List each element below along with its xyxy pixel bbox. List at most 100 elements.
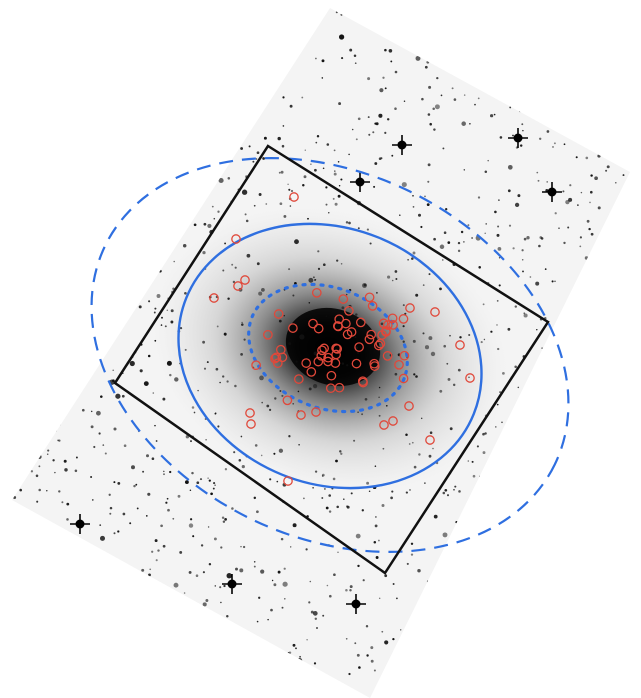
star-point — [548, 416, 550, 418]
star-point — [117, 19, 120, 23]
star-point — [205, 35, 208, 37]
star-point — [278, 171, 281, 174]
star-point — [444, 548, 447, 552]
star-point — [477, 97, 480, 100]
star-point — [312, 486, 314, 489]
star-point — [537, 179, 540, 182]
star-point — [112, 672, 116, 675]
star-point — [514, 365, 517, 369]
star-point — [45, 597, 47, 600]
star-point — [200, 544, 204, 547]
star-point — [39, 115, 42, 118]
star-point — [184, 291, 187, 295]
star-point — [123, 652, 126, 655]
star-point — [258, 653, 261, 657]
star-point — [132, 686, 136, 690]
star-point — [121, 394, 125, 398]
star-point — [141, 101, 145, 104]
star-point — [108, 659, 111, 662]
star-point — [35, 70, 39, 73]
star-point — [44, 49, 47, 52]
star-point — [620, 36, 622, 39]
star-point — [235, 567, 238, 571]
star-point — [169, 470, 172, 474]
star-point — [269, 478, 272, 481]
star-point — [294, 239, 299, 245]
source-marker — [358, 377, 368, 388]
star-point — [304, 149, 306, 151]
star-point — [616, 553, 619, 555]
star-point — [220, 601, 222, 604]
star-point — [427, 163, 431, 167]
star-point — [261, 401, 263, 404]
star-point — [68, 40, 71, 42]
star-point — [412, 194, 414, 197]
star-point — [216, 325, 219, 328]
star-point — [501, 578, 507, 584]
star-point — [179, 326, 183, 330]
star-point — [234, 8, 237, 10]
star-point — [623, 498, 628, 503]
star-point — [234, 384, 237, 388]
star-point — [58, 439, 61, 442]
star-point — [627, 67, 630, 71]
star-point — [12, 157, 14, 161]
star-point — [458, 490, 461, 493]
star-point — [522, 129, 524, 132]
star-point — [507, 327, 511, 331]
star-point — [166, 309, 169, 311]
star-point — [231, 263, 234, 266]
star-point — [219, 381, 221, 384]
star-point — [255, 28, 259, 32]
star-point — [36, 624, 40, 628]
star-point — [238, 459, 242, 462]
star-point — [57, 423, 61, 426]
star-point — [75, 456, 78, 459]
star-point — [205, 439, 207, 441]
source-marker — [288, 323, 298, 333]
star-point — [353, 54, 357, 57]
star-point — [576, 639, 580, 643]
star-point — [373, 185, 376, 188]
star-point — [325, 186, 328, 189]
star-point — [562, 515, 566, 519]
star-point — [457, 368, 461, 372]
star-point — [580, 191, 583, 194]
star-point — [35, 658, 38, 661]
star-point — [626, 612, 629, 615]
star-point — [544, 268, 547, 270]
star-point — [231, 507, 234, 510]
star-point — [115, 393, 121, 399]
star-point — [71, 293, 74, 296]
source-marker — [240, 275, 250, 285]
star-point — [525, 668, 529, 672]
star-point — [340, 263, 343, 265]
star-point — [148, 300, 151, 303]
star-point — [418, 453, 421, 456]
star-point — [313, 351, 318, 356]
star-point — [74, 469, 78, 473]
star-point — [471, 460, 474, 463]
star-point — [119, 84, 122, 87]
star-point — [535, 281, 540, 286]
star-point — [314, 8, 318, 9]
star-point — [141, 659, 145, 664]
star-point — [28, 366, 34, 372]
star-point — [157, 549, 160, 552]
star-point — [208, 479, 211, 482]
star-point — [25, 672, 28, 676]
star-point — [602, 462, 604, 465]
star-point — [70, 237, 74, 240]
star-point — [69, 94, 72, 97]
star-point — [622, 174, 625, 177]
star-point — [532, 459, 534, 461]
star-point — [94, 567, 96, 569]
star-point — [83, 640, 87, 644]
star-point — [349, 48, 353, 52]
star-point — [206, 19, 208, 22]
star-point — [260, 569, 265, 574]
star-point — [341, 306, 345, 310]
star-point — [452, 383, 456, 387]
star-point — [585, 275, 588, 279]
star-point — [478, 647, 481, 649]
